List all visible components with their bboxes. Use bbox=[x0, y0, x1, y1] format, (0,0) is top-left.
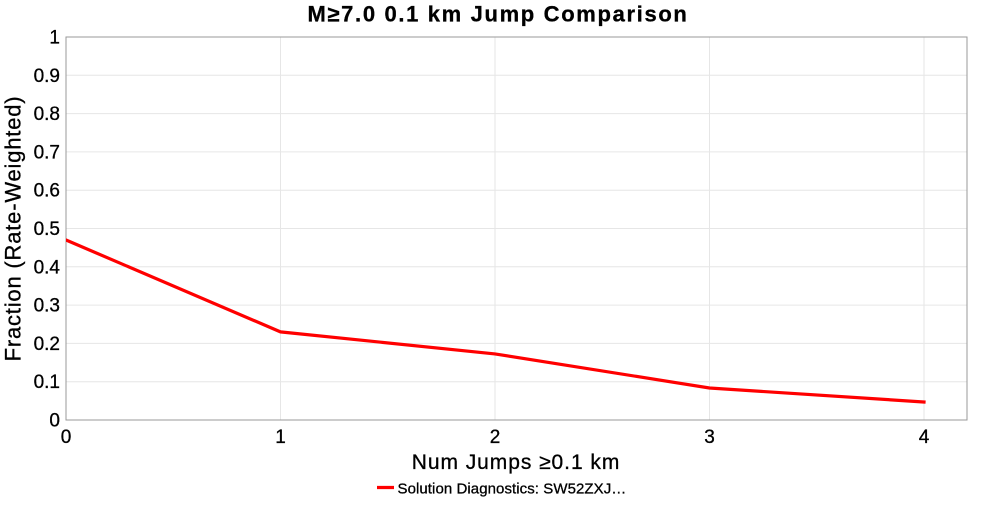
svg-text:3: 3 bbox=[704, 427, 715, 448]
svg-text:0.7: 0.7 bbox=[34, 142, 60, 163]
svg-text:M≥7.0 0.1 km Jump Comparison: M≥7.0 0.1 km Jump Comparison bbox=[307, 2, 688, 27]
svg-text:0.8: 0.8 bbox=[34, 104, 60, 125]
svg-text:1: 1 bbox=[49, 28, 60, 49]
svg-text:Fraction (Rate-Weighted): Fraction (Rate-Weighted) bbox=[1, 96, 26, 362]
svg-text:0.5: 0.5 bbox=[34, 219, 60, 240]
svg-text:0.6: 0.6 bbox=[34, 181, 60, 202]
svg-text:0: 0 bbox=[49, 411, 60, 432]
svg-text:0.4: 0.4 bbox=[34, 257, 61, 278]
svg-text:0.9: 0.9 bbox=[34, 66, 60, 87]
svg-text:0: 0 bbox=[61, 427, 72, 448]
svg-text:4: 4 bbox=[919, 427, 930, 448]
svg-text:Num Jumps ≥0.1 km: Num Jumps ≥0.1 km bbox=[412, 451, 621, 474]
svg-text:0.1: 0.1 bbox=[34, 372, 60, 393]
svg-text:1: 1 bbox=[275, 427, 286, 448]
svg-text:Solution Diagnostics: SW52ZXJ…: Solution Diagnostics: SW52ZXJ… bbox=[398, 480, 627, 497]
svg-text:0.2: 0.2 bbox=[34, 334, 60, 355]
svg-text:0.3: 0.3 bbox=[34, 296, 60, 317]
svg-text:2: 2 bbox=[490, 427, 501, 448]
